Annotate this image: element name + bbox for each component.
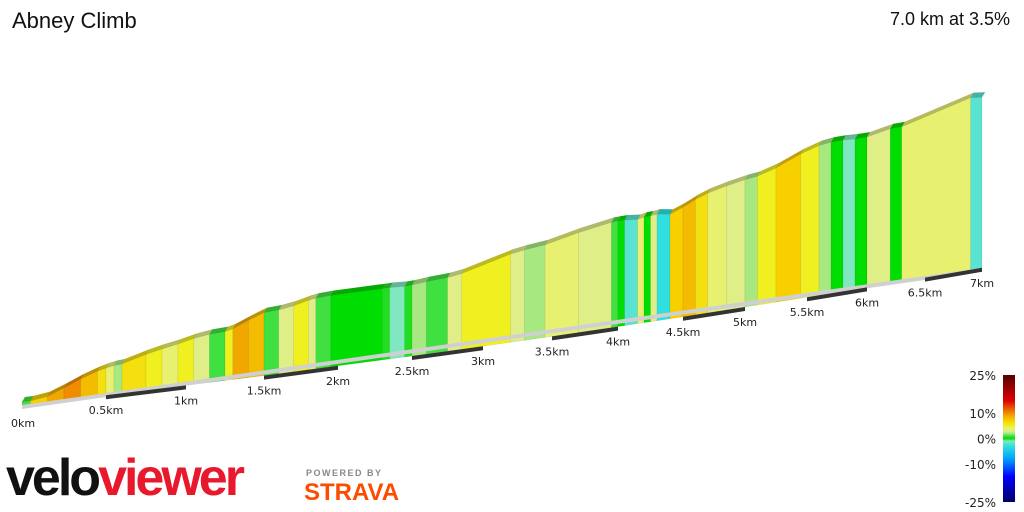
gradient-segment[interactable] xyxy=(524,244,546,341)
chart-title: Abney Climb xyxy=(12,8,137,33)
logo-velo: velo xyxy=(6,449,101,507)
x-tick-label: 4km xyxy=(606,336,630,349)
powered-by-label: POWERED BY xyxy=(306,468,383,478)
gradient-segment[interactable] xyxy=(744,176,758,308)
gradient-segment[interactable] xyxy=(656,213,671,322)
gradient-segment[interactable] xyxy=(315,295,331,370)
x-tick-label: 0km xyxy=(11,417,35,430)
gradient-segment[interactable] xyxy=(707,185,727,314)
gradient-segment[interactable] xyxy=(145,348,163,391)
gradient-segment[interactable] xyxy=(308,297,317,371)
gradient-segment[interactable] xyxy=(901,97,971,282)
axis-baseline xyxy=(22,267,982,409)
gradient-segment[interactable] xyxy=(757,167,777,306)
colorbar-tick-label: 10% xyxy=(969,407,996,421)
gradient-segment[interactable] xyxy=(830,139,844,294)
climb-summary: 7.0 km at 3.5% xyxy=(889,9,1010,29)
gradient-segment[interactable] xyxy=(624,219,638,326)
x-tick-label: 2km xyxy=(326,375,350,388)
gradient-segment[interactable] xyxy=(193,334,210,385)
x-tick-label: 5km xyxy=(733,316,757,329)
gradient-segment[interactable] xyxy=(800,145,820,299)
gradient-segment[interactable] xyxy=(382,287,391,361)
gradient-segment[interactable] xyxy=(209,331,226,383)
gradient-segment[interactable] xyxy=(404,284,413,358)
gradient-segment[interactable] xyxy=(224,328,234,381)
colorbar-scale xyxy=(1003,375,1015,502)
gradient-segment[interactable] xyxy=(643,215,651,323)
veloviewer-logo[interactable]: veloviewer xyxy=(6,448,245,508)
gradient-segment[interactable] xyxy=(866,128,891,288)
gradient-segment[interactable] xyxy=(113,363,123,395)
gradient-segment[interactable] xyxy=(818,141,832,296)
x-tick-label: 1km xyxy=(174,394,198,407)
gradient-segment[interactable] xyxy=(682,199,696,318)
gradient-segment[interactable] xyxy=(617,219,625,327)
x-tick-label: 2.5km xyxy=(395,365,430,378)
gradient-segment[interactable] xyxy=(447,273,462,352)
gradient-segment[interactable] xyxy=(695,192,709,316)
gradient-segment[interactable] xyxy=(425,277,448,355)
profile-segments xyxy=(21,91,986,406)
gradient-segment[interactable] xyxy=(669,206,684,320)
gradient-segment[interactable] xyxy=(263,309,280,376)
axis-km-band xyxy=(412,346,483,360)
gradient-segment[interactable] xyxy=(775,153,802,303)
gradient-segment[interactable] xyxy=(105,365,115,396)
gradient-segment[interactable] xyxy=(970,96,983,271)
strava-logo[interactable]: STRAVA xyxy=(304,479,400,506)
x-tick-label: 6.5km xyxy=(908,287,943,300)
gradient-segment[interactable] xyxy=(650,213,658,322)
x-tick-label: 0.5km xyxy=(89,404,124,417)
colorbar-tick-label: 0% xyxy=(977,433,996,447)
gradient-segment[interactable] xyxy=(611,220,619,328)
x-tick-label: 5.5km xyxy=(790,306,825,319)
logo-viewer: viewer xyxy=(98,449,245,507)
gradient-segment[interactable] xyxy=(248,312,265,378)
colorbar-tick-label: -25% xyxy=(965,496,996,510)
colorbar-tick-label: 25% xyxy=(969,369,996,383)
segment-top-face xyxy=(970,91,986,99)
gradient-segment[interactable] xyxy=(726,179,746,311)
gradient-segment[interactable] xyxy=(544,232,579,338)
gradient-segment[interactable] xyxy=(293,299,309,372)
gradient-segment[interactable] xyxy=(510,249,525,343)
gradient-segment[interactable] xyxy=(232,320,249,380)
colorbar-tick-label: -10% xyxy=(965,458,996,472)
x-tick-label: 3km xyxy=(471,355,495,368)
gradient-segment[interactable] xyxy=(637,216,645,324)
axis-km-band xyxy=(264,365,338,380)
gradient-segment[interactable] xyxy=(578,222,612,333)
x-tick-label: 1.5km xyxy=(247,385,282,398)
x-tick-label: 3.5km xyxy=(535,345,570,358)
gradient-segment[interactable] xyxy=(889,126,903,284)
distance-axis xyxy=(22,267,982,409)
axis-km-band xyxy=(925,267,982,282)
x-tick-label: 7km xyxy=(970,277,994,290)
gradient-segment[interactable] xyxy=(278,305,294,374)
gradient-segment[interactable] xyxy=(161,343,179,389)
axis-km-band xyxy=(683,307,745,321)
gradient-colorbar: 25% 10% 0% -10% -25% xyxy=(965,369,1015,510)
gradient-segment[interactable] xyxy=(389,286,405,360)
axis-km-band xyxy=(807,287,867,302)
gradient-segment[interactable] xyxy=(842,138,856,292)
x-tick-label: 4.5km xyxy=(666,326,701,339)
axis-km-band xyxy=(552,326,618,341)
axis-km-band xyxy=(106,385,186,400)
distance-tick-labels: 0km 0.5km 1km 1.5km 2km 2.5km 3km 3.5km 4km 4.5km… xyxy=(11,277,994,430)
gradient-segment[interactable] xyxy=(411,281,427,357)
gradient-segment[interactable] xyxy=(97,367,107,397)
gradient-segment[interactable] xyxy=(854,136,868,290)
x-tick-label: 6km xyxy=(855,296,879,309)
gradient-segment[interactable] xyxy=(177,338,195,387)
